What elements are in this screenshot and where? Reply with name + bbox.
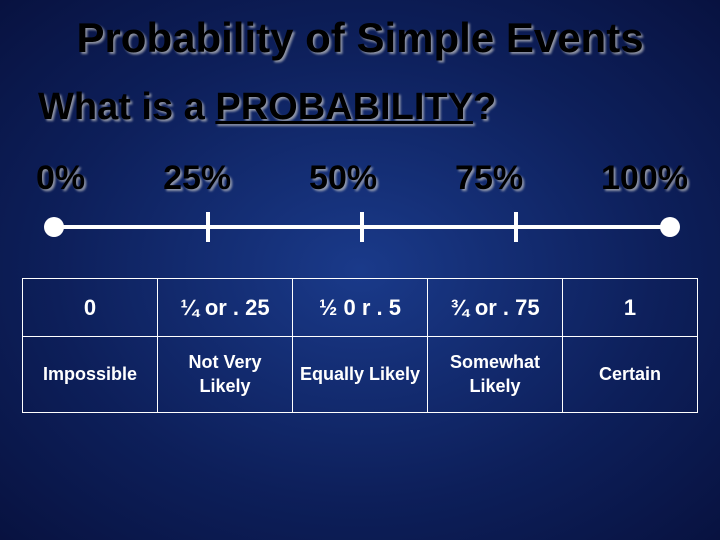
scale-tick [360, 212, 364, 242]
probability-table: 0 ¼ or . 25 ½ 0 r . 5 ¾ or . 75 1 Imposs… [22, 278, 698, 413]
slide-title: Probability of Simple Events [0, 0, 720, 62]
table-cell-value: 0 [23, 279, 158, 337]
table-cell-description: Equally Likely [293, 337, 428, 413]
subtitle-suffix: ? [473, 86, 496, 128]
table-row: 0 ¼ or . 25 ½ 0 r . 5 ¾ or . 75 1 [23, 279, 698, 337]
table-cell-description: Impossible [23, 337, 158, 413]
table-cell-value: 1 [563, 279, 698, 337]
table-cell-value: ¾ or . 75 [428, 279, 563, 337]
probability-scale [54, 212, 670, 242]
table-cell-value: ¼ or . 25 [158, 279, 293, 337]
table-cell-description: SomewhatLikely [428, 337, 563, 413]
table-cell-description: Certain [563, 337, 698, 413]
table-cell-description: Not VeryLikely [158, 337, 293, 413]
slide-subtitle: What is a PROBABILITY? [0, 62, 720, 129]
percent-label: 0% [36, 159, 85, 198]
percent-label: 50% [309, 159, 377, 198]
percent-label: 25% [163, 159, 231, 198]
percent-labels-row: 0% 25% 50% 75% 100% [0, 129, 720, 198]
scale-tick [514, 212, 518, 242]
table-row: Impossible Not VeryLikely Equally Likely… [23, 337, 698, 413]
table-cell-value: ½ 0 r . 5 [293, 279, 428, 337]
scale-endpoint-left [44, 217, 64, 237]
scale-endpoint-right [660, 217, 680, 237]
subtitle-prefix: What is a [38, 86, 215, 128]
percent-label: 75% [455, 159, 523, 198]
subtitle-underlined: PROBABILITY [215, 86, 473, 128]
scale-tick [206, 212, 210, 242]
percent-label: 100% [601, 159, 688, 198]
